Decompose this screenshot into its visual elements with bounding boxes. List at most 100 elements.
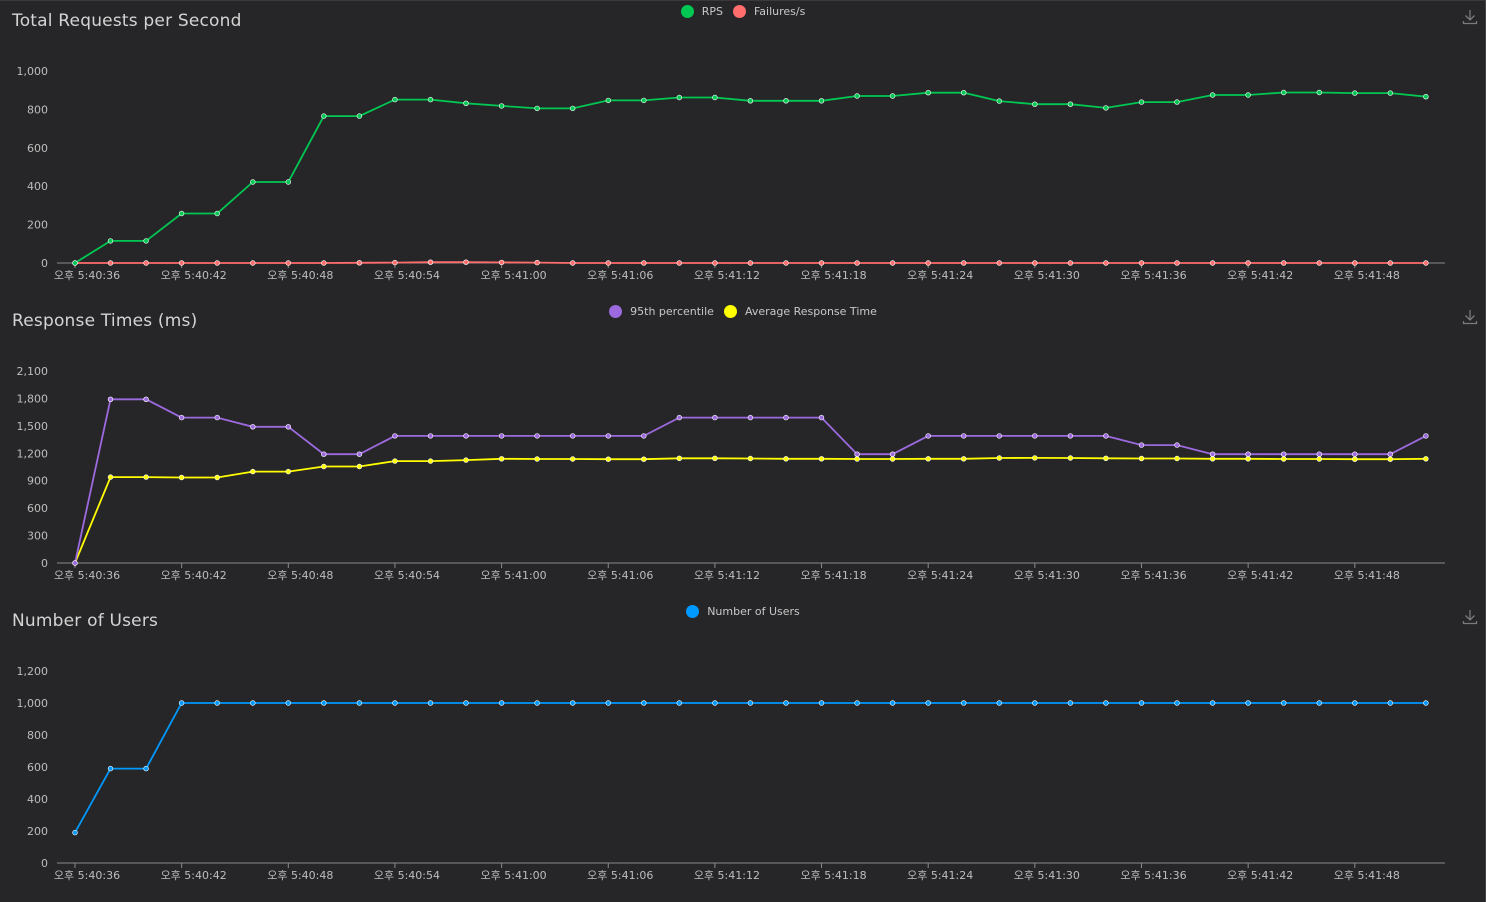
data-point[interactable] [960, 89, 967, 96]
data-point[interactable] [72, 560, 78, 566]
download-icon[interactable] [1462, 309, 1478, 325]
data-point[interactable] [1245, 451, 1251, 457]
data-point[interactable] [889, 456, 896, 462]
data-point[interactable] [783, 456, 789, 462]
data-point[interactable] [641, 433, 647, 439]
data-point[interactable] [1316, 456, 1323, 462]
data-point[interactable] [1209, 700, 1216, 706]
data-point[interactable] [1352, 451, 1358, 457]
data-point[interactable] [321, 463, 327, 470]
data-point[interactable] [925, 433, 931, 439]
data-point[interactable] [676, 700, 682, 706]
data-point[interactable] [605, 260, 611, 266]
data-point[interactable] [925, 456, 931, 462]
data-point[interactable] [960, 260, 967, 266]
data-point[interactable] [107, 238, 114, 244]
data-point[interactable] [107, 396, 114, 403]
data-point[interactable] [463, 100, 469, 107]
data-point[interactable] [463, 457, 469, 463]
data-point[interactable] [463, 700, 469, 706]
data-point[interactable] [1423, 93, 1429, 100]
data-point[interactable] [676, 260, 682, 266]
data-point[interactable] [747, 98, 754, 104]
data-point[interactable] [747, 700, 754, 706]
data-point[interactable] [818, 414, 825, 421]
data-point[interactable] [1174, 700, 1180, 706]
data-point[interactable] [143, 238, 149, 244]
data-point[interactable] [1316, 260, 1323, 266]
data-point[interactable] [712, 260, 718, 266]
data-point[interactable] [534, 456, 540, 462]
data-point[interactable] [889, 260, 896, 266]
data-point[interactable] [1316, 451, 1323, 457]
data-point[interactable] [178, 414, 185, 421]
data-point[interactable] [1387, 700, 1394, 706]
data-point[interactable] [1352, 700, 1358, 706]
data-point[interactable] [463, 433, 469, 439]
data-point[interactable] [783, 260, 789, 266]
data-point[interactable] [1352, 90, 1358, 96]
data-point[interactable] [996, 260, 1002, 266]
data-point[interactable] [1174, 442, 1180, 448]
data-point[interactable] [250, 260, 256, 266]
download-icon[interactable] [1462, 9, 1478, 25]
data-point[interactable] [996, 433, 1002, 439]
data-point[interactable] [1280, 451, 1287, 457]
data-point[interactable] [1280, 89, 1287, 96]
data-point[interactable] [72, 260, 78, 266]
data-point[interactable] [178, 700, 185, 706]
data-point[interactable] [1103, 455, 1109, 462]
data-point[interactable] [1103, 700, 1109, 706]
data-point[interactable] [854, 260, 860, 266]
data-point[interactable] [1103, 433, 1109, 439]
data-point[interactable] [1387, 90, 1394, 96]
data-point[interactable] [960, 700, 967, 706]
data-point[interactable] [356, 463, 363, 470]
data-point[interactable] [960, 433, 967, 439]
data-point[interactable] [498, 259, 505, 266]
data-point[interactable] [250, 468, 256, 475]
data-point[interactable] [1138, 455, 1145, 462]
data-point[interactable] [178, 210, 185, 217]
data-point[interactable] [1387, 260, 1394, 266]
data-point[interactable] [1138, 260, 1145, 266]
data-point[interactable] [321, 700, 327, 706]
data-point[interactable] [1352, 456, 1358, 462]
data-point[interactable] [1103, 260, 1109, 266]
data-point[interactable] [641, 700, 647, 706]
data-point[interactable] [1245, 700, 1251, 706]
data-point[interactable] [534, 105, 540, 112]
data-point[interactable] [107, 765, 114, 772]
legend-item-failures[interactable]: Failures/s [732, 5, 805, 18]
legend-item-users[interactable]: Number of Users [686, 605, 800, 618]
data-point[interactable] [285, 179, 291, 185]
data-point[interactable] [818, 700, 825, 706]
data-point[interactable] [498, 433, 505, 439]
data-point[interactable] [1032, 700, 1038, 706]
data-point[interactable] [1423, 260, 1429, 266]
data-point[interactable] [534, 433, 540, 439]
data-point[interactable] [1245, 456, 1251, 462]
data-point[interactable] [712, 414, 718, 421]
data-point[interactable] [392, 458, 398, 464]
data-point[interactable] [1138, 99, 1145, 105]
data-point[interactable] [605, 97, 611, 104]
data-point[interactable] [321, 260, 327, 266]
data-point[interactable] [321, 451, 327, 457]
data-point[interactable] [178, 260, 185, 266]
data-point[interactable] [676, 414, 682, 421]
data-point[interactable] [676, 94, 682, 101]
data-point[interactable] [392, 259, 398, 266]
data-point[interactable] [1032, 260, 1038, 266]
data-point[interactable] [783, 700, 789, 706]
data-point[interactable] [498, 103, 505, 109]
data-point[interactable] [1067, 700, 1074, 706]
data-point[interactable] [463, 259, 469, 265]
data-point[interactable] [143, 474, 149, 480]
data-point[interactable] [925, 700, 931, 706]
data-point[interactable] [1138, 700, 1145, 706]
data-point[interactable] [427, 433, 434, 439]
data-point[interactable] [1067, 260, 1074, 266]
data-point[interactable] [392, 433, 398, 439]
data-point[interactable] [250, 179, 256, 185]
